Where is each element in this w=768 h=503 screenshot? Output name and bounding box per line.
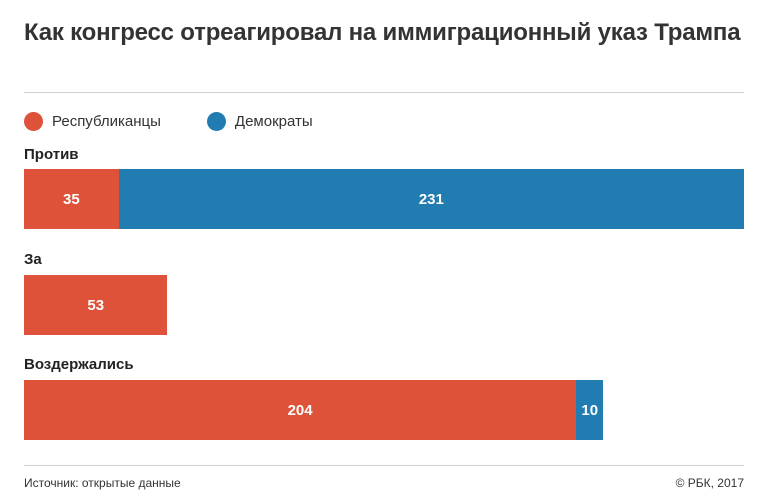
data-label: 204 bbox=[287, 401, 313, 419]
legend-label-republicans: Республиканцы bbox=[52, 112, 161, 130]
title-divider bbox=[24, 92, 744, 93]
data-label: 10 bbox=[581, 401, 599, 419]
legend-item-democrats: Демократы bbox=[206, 111, 313, 131]
bar-row: 35 231 bbox=[24, 169, 744, 229]
footer-divider bbox=[24, 465, 744, 466]
category-label: Против bbox=[24, 146, 79, 163]
chart-title: Как конгресс отреагировал на иммиграцион… bbox=[24, 19, 741, 46]
bar-row: 204 10 bbox=[24, 380, 744, 440]
bar-segment-republicans: 53 bbox=[24, 275, 168, 335]
category-label: Воздержались bbox=[24, 356, 134, 373]
bar-row: 53 bbox=[24, 275, 744, 335]
legend: Республиканцы Демократы bbox=[24, 110, 359, 132]
legend-label-democrats: Демократы bbox=[234, 112, 313, 130]
bar-segment-republicans: 35 bbox=[24, 169, 119, 229]
category-label: За bbox=[24, 251, 42, 268]
copyright: © РБК, 2017 bbox=[675, 476, 744, 490]
data-label: 231 bbox=[418, 190, 444, 208]
bar-segment-democrats: 10 bbox=[576, 380, 604, 440]
legend-swatch-republicans bbox=[24, 111, 43, 131]
bar-segment-democrats: 231 bbox=[118, 169, 744, 229]
legend-item-republicans: Республиканцы bbox=[24, 111, 161, 131]
bar-segment-republicans: 204 bbox=[24, 380, 577, 440]
source-note: Источник: открытые данные bbox=[24, 476, 181, 490]
data-label: 53 bbox=[87, 296, 105, 314]
data-label: 35 bbox=[63, 190, 80, 208]
legend-swatch-democrats bbox=[206, 111, 226, 131]
